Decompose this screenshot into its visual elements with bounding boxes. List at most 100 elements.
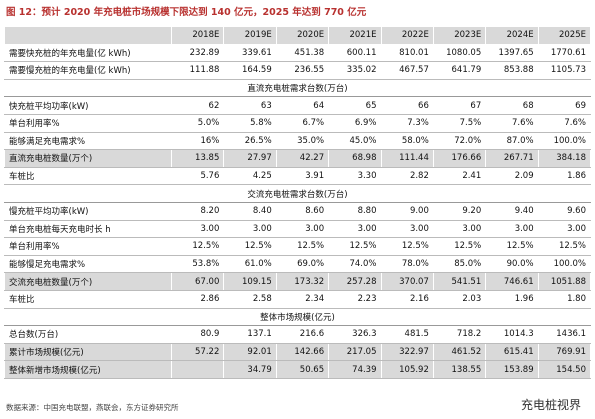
value-cell bbox=[170, 360, 225, 379]
value-cell: 718.2 bbox=[432, 325, 487, 344]
value-cell: 641.79 bbox=[432, 61, 487, 80]
column-header: 2020E bbox=[275, 26, 330, 45]
value-cell: 66 bbox=[380, 96, 434, 115]
section-row: 整体市场规模(亿元) bbox=[4, 307, 591, 327]
value-cell: 5.0% bbox=[170, 113, 225, 133]
value-cell: 3.00 bbox=[170, 219, 225, 239]
section-row: 直流充电桩需求台数(万台) bbox=[4, 78, 591, 98]
value-cell: 746.61 bbox=[485, 272, 539, 291]
value-cell: 3.00 bbox=[275, 219, 330, 239]
value-cell: 236.55 bbox=[275, 61, 330, 80]
row-label: 慢充桩平均功率(kW) bbox=[4, 201, 172, 221]
value-cell: 2.41 bbox=[432, 166, 487, 186]
table-row: 单台利用率% 12.5% 12.5% 12.5% 12.5% 12.5% 12.5% 12.5… bbox=[4, 237, 592, 256]
table-row: 单台充电桩每天充电时长 h 3.00 3.00 3.00 3.00 3.00 3.00 3.0… bbox=[4, 219, 592, 239]
value-cell: 8.20 bbox=[170, 201, 225, 221]
value-cell: 461.52 bbox=[432, 342, 487, 362]
value-cell: 100.0% bbox=[537, 254, 592, 274]
value-cell: 69 bbox=[537, 96, 592, 115]
value-cell: 2.34 bbox=[275, 289, 330, 309]
section-title: 整体市场规模(亿元) bbox=[4, 307, 591, 327]
value-cell: 541.51 bbox=[432, 272, 487, 291]
value-cell: 45.0% bbox=[328, 131, 382, 151]
value-cell: 810.01 bbox=[380, 43, 434, 63]
source-note: 数据来源：中国充电联盟，燕联会，东方证券研究所 bbox=[6, 403, 179, 412]
value-cell: 9.20 bbox=[432, 201, 487, 221]
value-cell: 6.7% bbox=[275, 113, 330, 133]
value-cell: 12.5% bbox=[432, 237, 487, 256]
value-cell: 2.23 bbox=[328, 289, 382, 309]
value-cell: 257.28 bbox=[328, 272, 382, 291]
value-cell: 12.5% bbox=[328, 237, 382, 256]
table-row: 车桩比 2.86 2.58 2.34 2.23 2.16 2.03 1.96 1.80 bbox=[4, 289, 592, 309]
value-cell: 853.88 bbox=[485, 61, 539, 80]
row-label: 单台充电桩每天充电时长 h bbox=[4, 219, 172, 239]
value-cell: 8.60 bbox=[275, 201, 330, 221]
data-table: 2018E 2019E 2020E 2021E 2022E 2023E 2024E 2025E… bbox=[4, 26, 592, 379]
value-cell: 1.80 bbox=[537, 289, 592, 309]
section-title: 交流充电桩需求台数(万台) bbox=[4, 184, 591, 203]
value-cell: 232.89 bbox=[170, 43, 225, 63]
table-row: 整体新增市场规模(亿元) 34.79 50.65 74.39 105.92 138.55 1… bbox=[4, 360, 592, 379]
corner-cell bbox=[4, 26, 172, 45]
value-cell: 57.22 bbox=[170, 342, 225, 362]
value-cell: 58.0% bbox=[380, 131, 434, 151]
row-label: 需要快充桩的年充电量(亿 kWh) bbox=[4, 43, 172, 63]
row-label: 累计市场规模(亿元) bbox=[4, 342, 172, 362]
column-header: 2019E bbox=[223, 26, 277, 45]
value-cell: 53.8% bbox=[170, 254, 225, 274]
row-label: 能够满足充电需求% bbox=[4, 131, 172, 151]
value-cell: 481.5 bbox=[380, 325, 434, 344]
value-cell: 109.15 bbox=[223, 272, 277, 291]
value-cell: 67.00 bbox=[170, 272, 225, 291]
value-cell: 9.00 bbox=[380, 201, 434, 221]
row-label: 直流充电桩数量(万个) bbox=[4, 149, 172, 168]
watermark: 充电桩视界 bbox=[520, 398, 581, 412]
value-cell: 3.00 bbox=[485, 219, 539, 239]
value-cell: 26.5% bbox=[223, 131, 277, 151]
column-header: 2018E bbox=[170, 26, 225, 45]
value-cell: 2.82 bbox=[380, 166, 434, 186]
value-cell: 3.00 bbox=[432, 219, 487, 239]
value-cell: 7.3% bbox=[380, 113, 434, 133]
column-header: 2022E bbox=[380, 26, 434, 45]
value-cell: 92.01 bbox=[223, 342, 277, 362]
value-cell: 326.3 bbox=[328, 325, 382, 344]
table-row: 车桩比 5.76 4.25 3.91 3.30 2.82 2.41 2.09 1.86 bbox=[4, 166, 592, 186]
value-cell: 339.61 bbox=[223, 43, 277, 63]
value-cell: 1014.3 bbox=[485, 325, 539, 344]
row-label: 交流充电桩数量(万个) bbox=[4, 272, 172, 291]
table-row: 能够满足充电需求% 16% 26.5% 35.0% 45.0% 58.0% 72.0% 87.… bbox=[4, 131, 592, 151]
value-cell: 90.0% bbox=[485, 254, 539, 274]
value-cell: 3.00 bbox=[328, 219, 382, 239]
value-cell: 173.32 bbox=[275, 272, 330, 291]
section-title: 直流充电桩需求台数(万台) bbox=[4, 78, 591, 98]
table-row: 累计市场规模(亿元) 57.22 92.01 142.66 217.05 322.97 46… bbox=[4, 342, 592, 362]
table-row: 需要慢充桩的年充电量(亿 kWh) 111.88 164.59 236.55 335.0… bbox=[4, 61, 592, 80]
value-cell: 7.6% bbox=[537, 113, 592, 133]
value-cell: 1770.61 bbox=[537, 43, 592, 63]
value-cell: 267.71 bbox=[485, 149, 539, 168]
value-cell: 322.97 bbox=[380, 342, 434, 362]
table-row: 单台利用率% 5.0% 5.8% 6.7% 6.9% 7.3% 7.5% 7.6% 7.6% bbox=[4, 113, 592, 133]
value-cell: 78.0% bbox=[380, 254, 434, 274]
figure-title: 图 12：预计 2020 年充电桩市场规模下限达到 140 亿元，2025 年达… bbox=[6, 7, 367, 18]
table-row: 总台数(万台) 80.9 137.1 216.6 326.3 481.5 718.2 1014… bbox=[4, 325, 592, 344]
value-cell: 1.86 bbox=[537, 166, 592, 186]
value-cell: 69.0% bbox=[275, 254, 330, 274]
value-cell: 2.16 bbox=[380, 289, 434, 309]
value-cell: 769.91 bbox=[537, 342, 592, 362]
value-cell: 42.27 bbox=[275, 149, 330, 168]
value-cell: 105.92 bbox=[380, 360, 434, 379]
row-label: 车桩比 bbox=[4, 289, 172, 309]
value-cell: 3.00 bbox=[223, 219, 277, 239]
value-cell: 3.00 bbox=[537, 219, 592, 239]
value-cell: 50.65 bbox=[275, 360, 330, 379]
value-cell: 111.44 bbox=[380, 149, 434, 168]
value-cell: 111.88 bbox=[170, 61, 225, 80]
value-cell: 27.97 bbox=[223, 149, 277, 168]
value-cell: 384.18 bbox=[537, 149, 592, 168]
section-row: 交流充电桩需求台数(万台) bbox=[4, 184, 591, 203]
row-label: 单台利用率% bbox=[4, 237, 172, 256]
table-row: 需要快充桩的年充电量(亿 kWh) 232.89 339.61 451.38 600.1… bbox=[4, 43, 592, 63]
